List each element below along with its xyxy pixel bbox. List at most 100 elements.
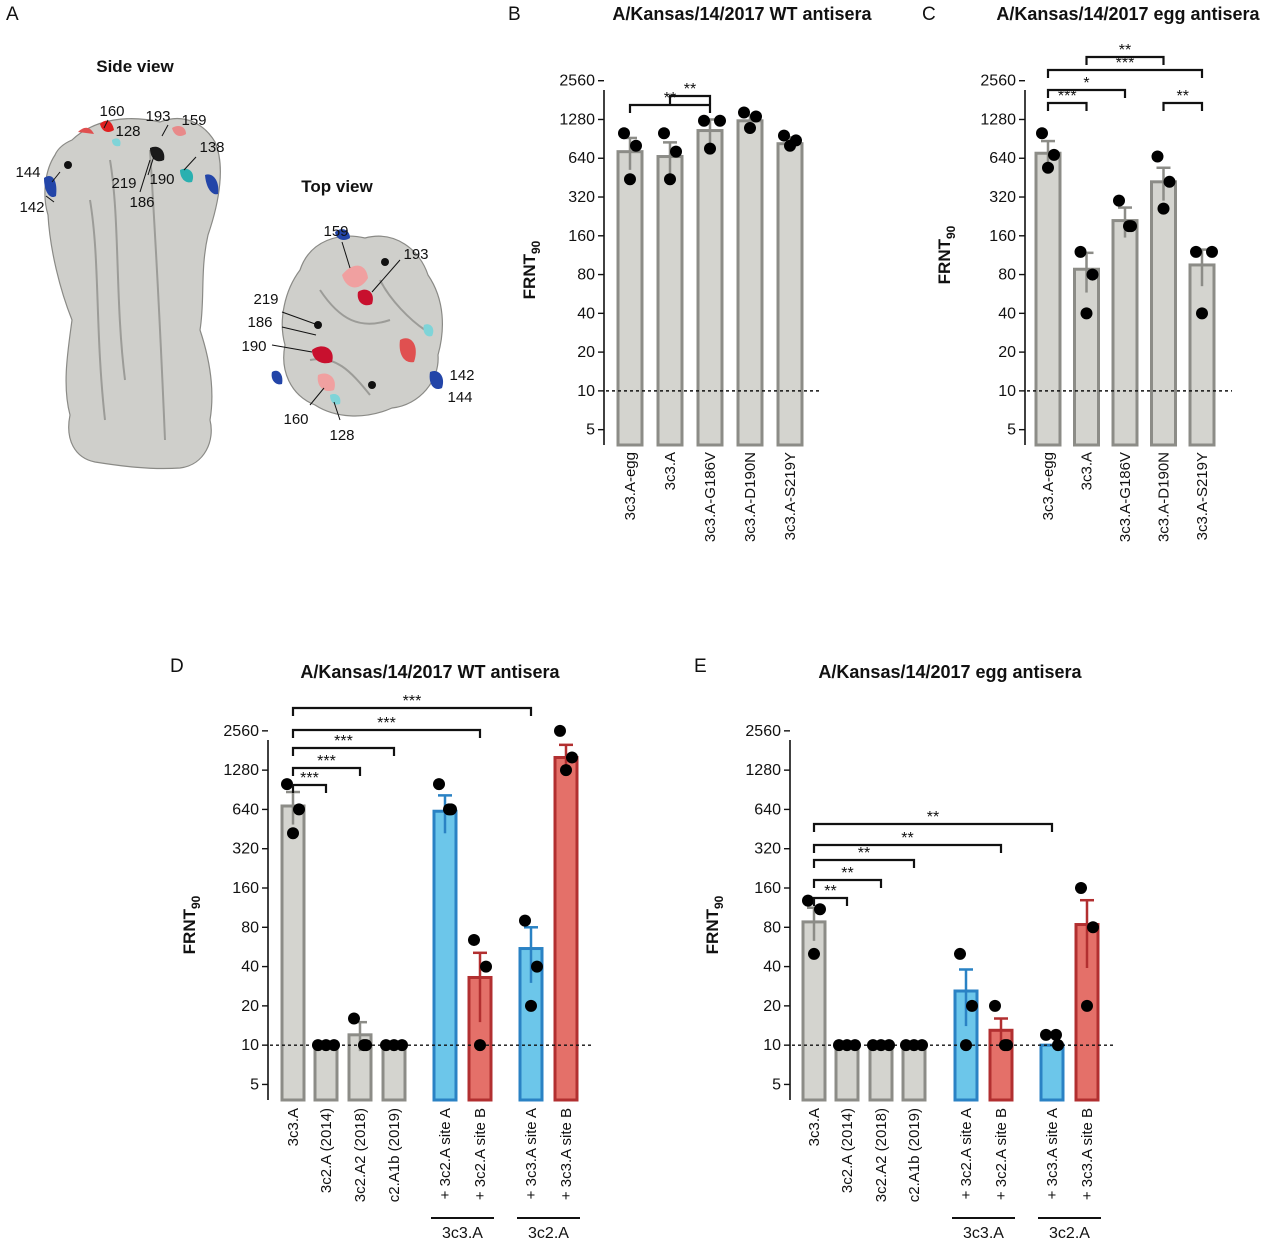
panel-d-ytick-label: 10	[241, 1037, 259, 1054]
panel-c-ylabel-main: FRNT	[935, 238, 954, 284]
panel-c-ytick-label: 40	[998, 305, 1016, 322]
panel-e-category-label: + 3c2.A site B	[993, 1108, 1010, 1200]
panel-c-ytick-label: 160	[989, 228, 1016, 245]
leader-line-138	[183, 156, 197, 171]
leader-line-193	[161, 124, 169, 137]
panel-d-category-label: 3c2.A (2014)	[318, 1108, 335, 1193]
top-label-186: 186	[247, 314, 272, 331]
panel-a-label: A	[6, 4, 19, 25]
panel-c-significance-label: ***	[1116, 55, 1135, 72]
panel-b-bar	[616, 150, 644, 447]
panel-b-ytick-label: 40	[577, 305, 595, 322]
panel-b-data-point	[778, 129, 790, 142]
panel-c-data-point	[1151, 150, 1164, 163]
panel-c-title: A/Kansas/14/2017 egg antisera	[996, 4, 1260, 24]
panel-e-significance-label: **	[901, 830, 913, 847]
panel-c-data-point	[1196, 307, 1208, 320]
panel-c-ytick-label: 80	[998, 267, 1016, 284]
panel-d-group-label: 3c2.A	[528, 1225, 569, 1242]
side-label-142: 142	[19, 199, 44, 216]
panel-d-ytick-label: 20	[241, 998, 259, 1015]
leader-line-160	[103, 119, 109, 129]
panel-d-ytick-label: 160	[232, 880, 259, 897]
side-view-title: Side view	[96, 57, 174, 76]
panel-d-category-label: c2.A1b (2019)	[386, 1108, 403, 1202]
panel-d-significance-bracket	[291, 728, 482, 738]
panel-e-significance-label: **	[841, 865, 853, 882]
side-patch-219	[64, 161, 72, 169]
panel-e-category-label: + 3c3.A site B	[1079, 1108, 1096, 1200]
panel-b-data-point	[698, 114, 710, 127]
panel-e-data-point	[849, 1039, 861, 1052]
panel-b-data-point	[784, 139, 796, 152]
panel-e-data-point	[966, 999, 978, 1012]
panel-d-data-point	[531, 960, 543, 973]
panel-d-group-label: 3c3.A	[442, 1225, 483, 1242]
panel-e-group-label: 3c2.A	[1049, 1225, 1090, 1242]
panel-b-bar	[656, 155, 684, 447]
panel-b-data-point	[624, 173, 636, 186]
panel-e-bar	[834, 1043, 860, 1102]
panel-c-significance-label: ***	[1058, 88, 1077, 105]
side-label-159: 159	[181, 112, 206, 129]
panel-b-data-point	[744, 121, 756, 134]
panel-e-title: A/Kansas/14/2017 egg antisera	[818, 662, 1082, 682]
top-patch-193	[357, 289, 373, 306]
panel-c-ytick-label: 10	[998, 383, 1016, 400]
panel-c-category-label: 3c3.A-S219Y	[1194, 452, 1211, 540]
panel-e-significance-label: **	[824, 883, 836, 900]
top-label-159: 159	[323, 223, 348, 240]
panel-e-category-label: 3c2.A (2014)	[839, 1108, 856, 1193]
panel-d-data-point	[281, 778, 293, 791]
top-view-structure: Top view 159	[241, 177, 474, 444]
panel-d-data-point	[358, 1039, 370, 1052]
panel-c-ytick-label: 5	[1007, 422, 1016, 439]
panel-e-ytick-label: 160	[754, 880, 781, 897]
panel-b-label: B	[508, 4, 521, 25]
top-patch-190	[312, 346, 333, 364]
side-label-138: 138	[199, 139, 224, 156]
leader-line-142	[45, 195, 55, 203]
panel-e-ytick-label: 2560	[745, 723, 781, 740]
panel-e-label: E	[694, 656, 707, 677]
panel-b-data-point	[664, 173, 676, 186]
panel-e-data-point	[883, 1039, 895, 1052]
panel-e-ylabel-main: FRNT	[703, 908, 722, 954]
panel-b-ytick-label: 160	[568, 228, 595, 245]
panel-d-data-point	[328, 1039, 340, 1052]
panel-c-ytick-label: 640	[989, 150, 1016, 167]
panel-b-ylabel: FRNT90	[520, 240, 543, 299]
panel-e-data-point	[808, 947, 820, 960]
panel-b-ytick-label: 640	[568, 150, 595, 167]
panel-e-ytick-label: 320	[754, 841, 781, 858]
panel-e-category-label: + 3c3.A site A	[1044, 1108, 1061, 1199]
panel-e-bar	[901, 1043, 927, 1102]
panel-d-data-point	[474, 1039, 486, 1052]
panel-c-ytick-label: 20	[998, 344, 1016, 361]
panel-c-data-point	[1157, 202, 1170, 215]
panel-c-significance-label: **	[1177, 88, 1189, 105]
panel-e-significance-bracket	[812, 822, 1054, 832]
panel-c-ytick-label: 2560	[980, 73, 1016, 90]
panel-b-category-label: 3c3.A	[662, 452, 679, 490]
top-view-surface	[281, 235, 443, 417]
panel-d-ylabel-main: FRNT	[180, 908, 199, 954]
panel-e-ytick-label: 1280	[745, 762, 781, 779]
panel-b-category-label: 3c3.A-D190N	[742, 452, 759, 542]
panel-b-data-point	[714, 114, 726, 127]
panel-e-data-point	[989, 999, 1001, 1012]
panel-c-ylabel-sub: 90	[944, 225, 958, 239]
panel-d-category-label: + 3c2.A site A	[437, 1108, 454, 1199]
side-patch-160a	[78, 127, 94, 134]
leader-line-144	[51, 171, 61, 183]
side-patch-159	[172, 126, 186, 136]
top-patch-159	[342, 265, 368, 288]
panel-b-title: A/Kansas/14/2017 WT antisera	[612, 4, 872, 24]
panel-b-ytick-label: 20	[577, 344, 595, 361]
panel-e-data-point	[1040, 1028, 1052, 1041]
side-view-surface	[44, 117, 221, 470]
panel-d-ytick-label: 320	[232, 841, 259, 858]
panel-c-significance-bracket	[1085, 55, 1165, 65]
leader-line-186	[139, 159, 151, 193]
panel-c-category-label: 3c3.A	[1079, 452, 1096, 490]
